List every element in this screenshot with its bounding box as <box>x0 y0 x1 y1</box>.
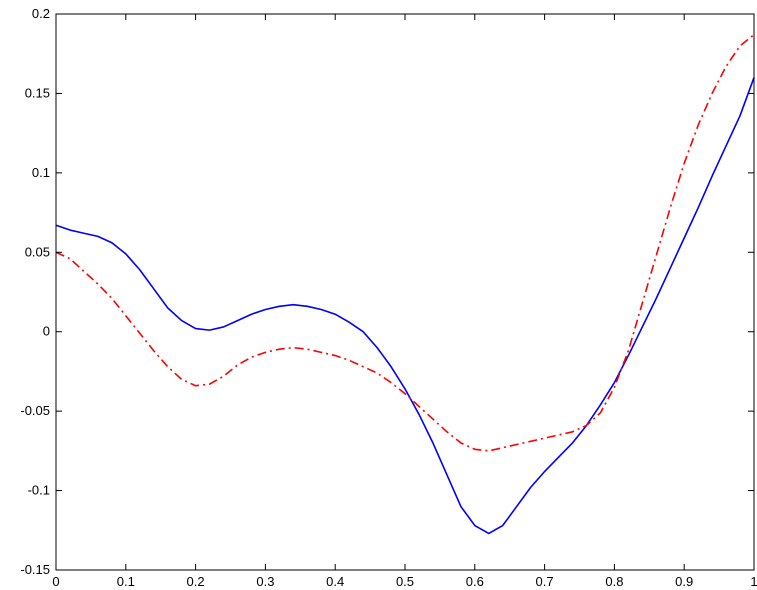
x-tick-label: 1 <box>750 574 757 589</box>
series-layer <box>55 34 755 535</box>
y-tick-labels: -0.15 -0.1 -0.05 0 0.05 0.1 0.15 0.2 <box>20 6 50 577</box>
x-tick-label: 0.2 <box>187 574 205 589</box>
y-tick-label: -0.1 <box>28 483 50 498</box>
x-tick-label: 0 <box>52 574 59 589</box>
series-line-blue-solid <box>55 77 755 535</box>
y-tick-label: 0 <box>43 324 50 339</box>
x-tick-label: 0.3 <box>256 574 274 589</box>
series-line-red-dashdot <box>55 34 755 452</box>
x-tick-label: 0.1 <box>117 574 135 589</box>
x-tick-label: 0.9 <box>675 574 693 589</box>
x-tick-labels: 0 0.1 0.2 0.3 0.4 0.5 0.6 0.7 0.8 0.9 1 <box>52 574 757 589</box>
y-tick-label: -0.15 <box>20 562 50 577</box>
x-tick-label: 0.4 <box>326 574 344 589</box>
x-tick-label: 0.8 <box>605 574 623 589</box>
y-tick-label: 0.05 <box>25 244 50 259</box>
plot-frame <box>55 13 755 571</box>
x-tick-label: 0.5 <box>396 574 414 589</box>
y-tick-label: 0.2 <box>32 6 50 21</box>
x-tick-label: 0.6 <box>466 574 484 589</box>
y-tick-label: 0.15 <box>25 85 50 100</box>
x-tick-label: 0.7 <box>536 574 554 589</box>
y-tick-label: 0.1 <box>32 165 50 180</box>
y-tick-label: -0.05 <box>20 403 50 418</box>
